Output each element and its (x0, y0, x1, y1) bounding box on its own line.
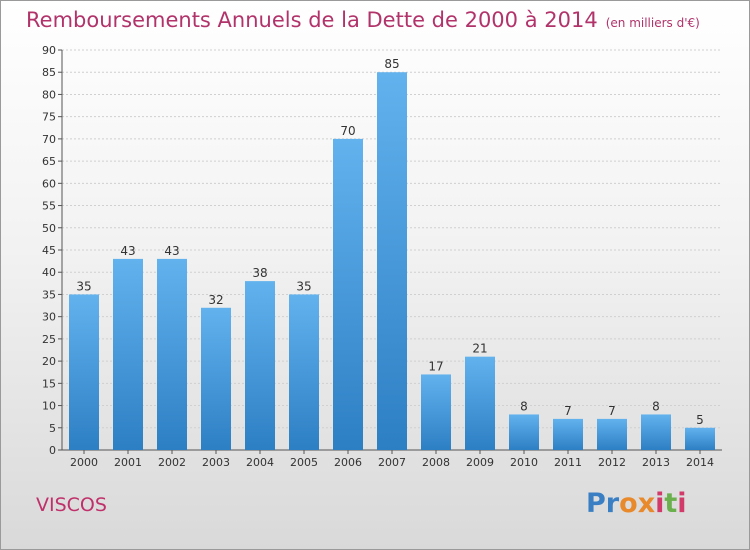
bar (509, 414, 539, 450)
y-tick-label: 5 (49, 422, 56, 435)
y-tick-label: 45 (42, 244, 56, 257)
bar (465, 356, 495, 450)
y-tick-label: 25 (42, 333, 56, 346)
bar-value-label: 21 (472, 342, 487, 356)
bar-value-label: 8 (520, 399, 528, 413)
x-tick-label: 2004 (246, 456, 274, 469)
y-tick-label: 35 (42, 288, 56, 301)
y-tick-label: 0 (49, 444, 56, 457)
y-tick-label: 20 (42, 355, 56, 368)
bar (641, 414, 671, 450)
y-tick-label: 50 (42, 222, 56, 235)
location-label: VISCOS (36, 494, 107, 516)
bar-value-label: 32 (208, 293, 223, 307)
x-tick-label: 2009 (466, 456, 494, 469)
x-tick-label: 2008 (422, 456, 450, 469)
x-tick-label: 2007 (378, 456, 406, 469)
chart-title: Remboursements Annuels de la Dette de 20… (26, 8, 598, 32)
y-tick-label: 90 (42, 44, 56, 57)
x-tick-label: 2014 (686, 456, 714, 469)
bar (377, 72, 407, 450)
bar (289, 294, 319, 450)
bar-value-label: 5 (696, 413, 704, 427)
y-tick-label: 30 (42, 311, 56, 324)
logo-letter: r (605, 488, 620, 519)
logo-letter: i (655, 488, 665, 519)
bar (685, 427, 715, 450)
bar-value-label: 35 (76, 279, 91, 293)
bar (421, 374, 451, 450)
x-tick-label: 2005 (290, 456, 318, 469)
bar (157, 258, 187, 450)
y-tick-label: 60 (42, 177, 56, 190)
bar-value-label: 7 (608, 404, 616, 418)
logo-letter: o (619, 488, 638, 519)
y-tick-label: 65 (42, 155, 56, 168)
x-tick-label: 2002 (158, 456, 186, 469)
y-tick-label: 80 (42, 88, 56, 101)
bar-value-label: 38 (252, 266, 267, 280)
title-line: Remboursements Annuels de la Dette de 20… (26, 8, 700, 32)
x-tick-label: 2011 (554, 456, 582, 469)
bar (553, 418, 583, 450)
y-tick-label: 85 (42, 66, 56, 79)
x-tick-label: 2012 (598, 456, 626, 469)
y-tick-label: 15 (42, 377, 56, 390)
bar-value-label: 7 (564, 404, 572, 418)
y-tick-label: 55 (42, 200, 56, 213)
bar-value-label: 43 (120, 244, 135, 258)
x-tick-label: 2001 (114, 456, 142, 469)
bar-value-label: 70 (340, 124, 355, 138)
bar-value-label: 85 (384, 57, 399, 71)
proxiti-logo: Proxiti (586, 488, 687, 519)
bar-value-label: 35 (296, 279, 311, 293)
bar-value-label: 43 (164, 244, 179, 258)
y-tick-label: 10 (42, 400, 56, 413)
x-tick-label: 2003 (202, 456, 230, 469)
bar (333, 138, 363, 450)
bar (113, 258, 143, 450)
logo-letter: x (637, 488, 656, 519)
bar-value-label: 17 (428, 359, 443, 373)
y-tick-label: 40 (42, 266, 56, 279)
chart-unit: (en milliers d'€) (605, 16, 700, 30)
x-tick-label: 2006 (334, 456, 362, 469)
x-tick-label: 2000 (70, 456, 98, 469)
logo-letter: P (586, 488, 606, 519)
y-tick-label: 70 (42, 133, 56, 146)
bar (201, 307, 231, 450)
bar (245, 281, 275, 450)
bar (69, 294, 99, 450)
x-tick-label: 2013 (642, 456, 670, 469)
y-tick-label: 75 (42, 111, 56, 124)
logo-letter: t (664, 488, 678, 519)
x-tick-label: 2010 (510, 456, 538, 469)
logo-letter: i (677, 488, 687, 519)
bar-value-label: 8 (652, 399, 660, 413)
bar (597, 418, 627, 450)
